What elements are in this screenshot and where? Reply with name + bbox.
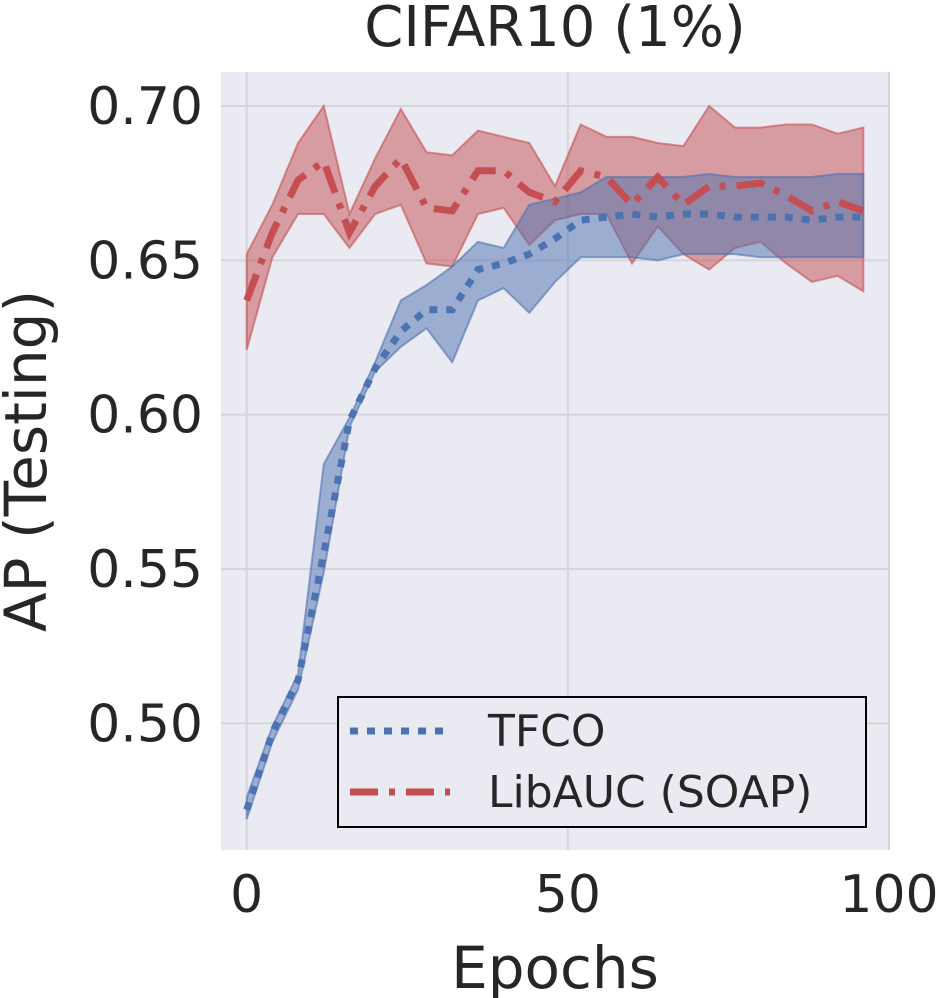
band-tfco xyxy=(245,172,865,820)
y-tick-label: 0.60 xyxy=(87,386,203,446)
line-libauc xyxy=(243,152,865,302)
y-tick-label: 0.65 xyxy=(87,231,203,291)
x-tick-label: 50 xyxy=(535,865,601,925)
line-tfco xyxy=(243,210,864,811)
x-tick-label: 0 xyxy=(230,865,263,925)
y-tick-label: 0.70 xyxy=(87,77,203,137)
y-axis-label: AP (Testing) xyxy=(0,290,60,632)
series-lines xyxy=(243,152,865,811)
chart-title: CIFAR10 (1%) xyxy=(364,0,746,60)
x-axis-label: Epochs xyxy=(451,934,659,998)
legend-box xyxy=(337,696,867,828)
y-tick-label: 0.50 xyxy=(87,694,203,754)
band-libauc xyxy=(245,103,865,351)
legend-label-libauc: LibAUC (SOAP) xyxy=(488,767,812,818)
y-tick-labels: 0.50 0.55 0.60 0.65 0.70 xyxy=(87,77,203,754)
legend: TFCO LibAUC (SOAP) xyxy=(337,696,867,828)
y-tick-label: 0.55 xyxy=(87,540,203,600)
confidence-bands xyxy=(245,103,865,820)
x-tick-label: 100 xyxy=(839,865,938,925)
x-tick-labels: 0 50 100 xyxy=(230,865,938,925)
legend-label-tfco: TFCO xyxy=(487,706,606,757)
